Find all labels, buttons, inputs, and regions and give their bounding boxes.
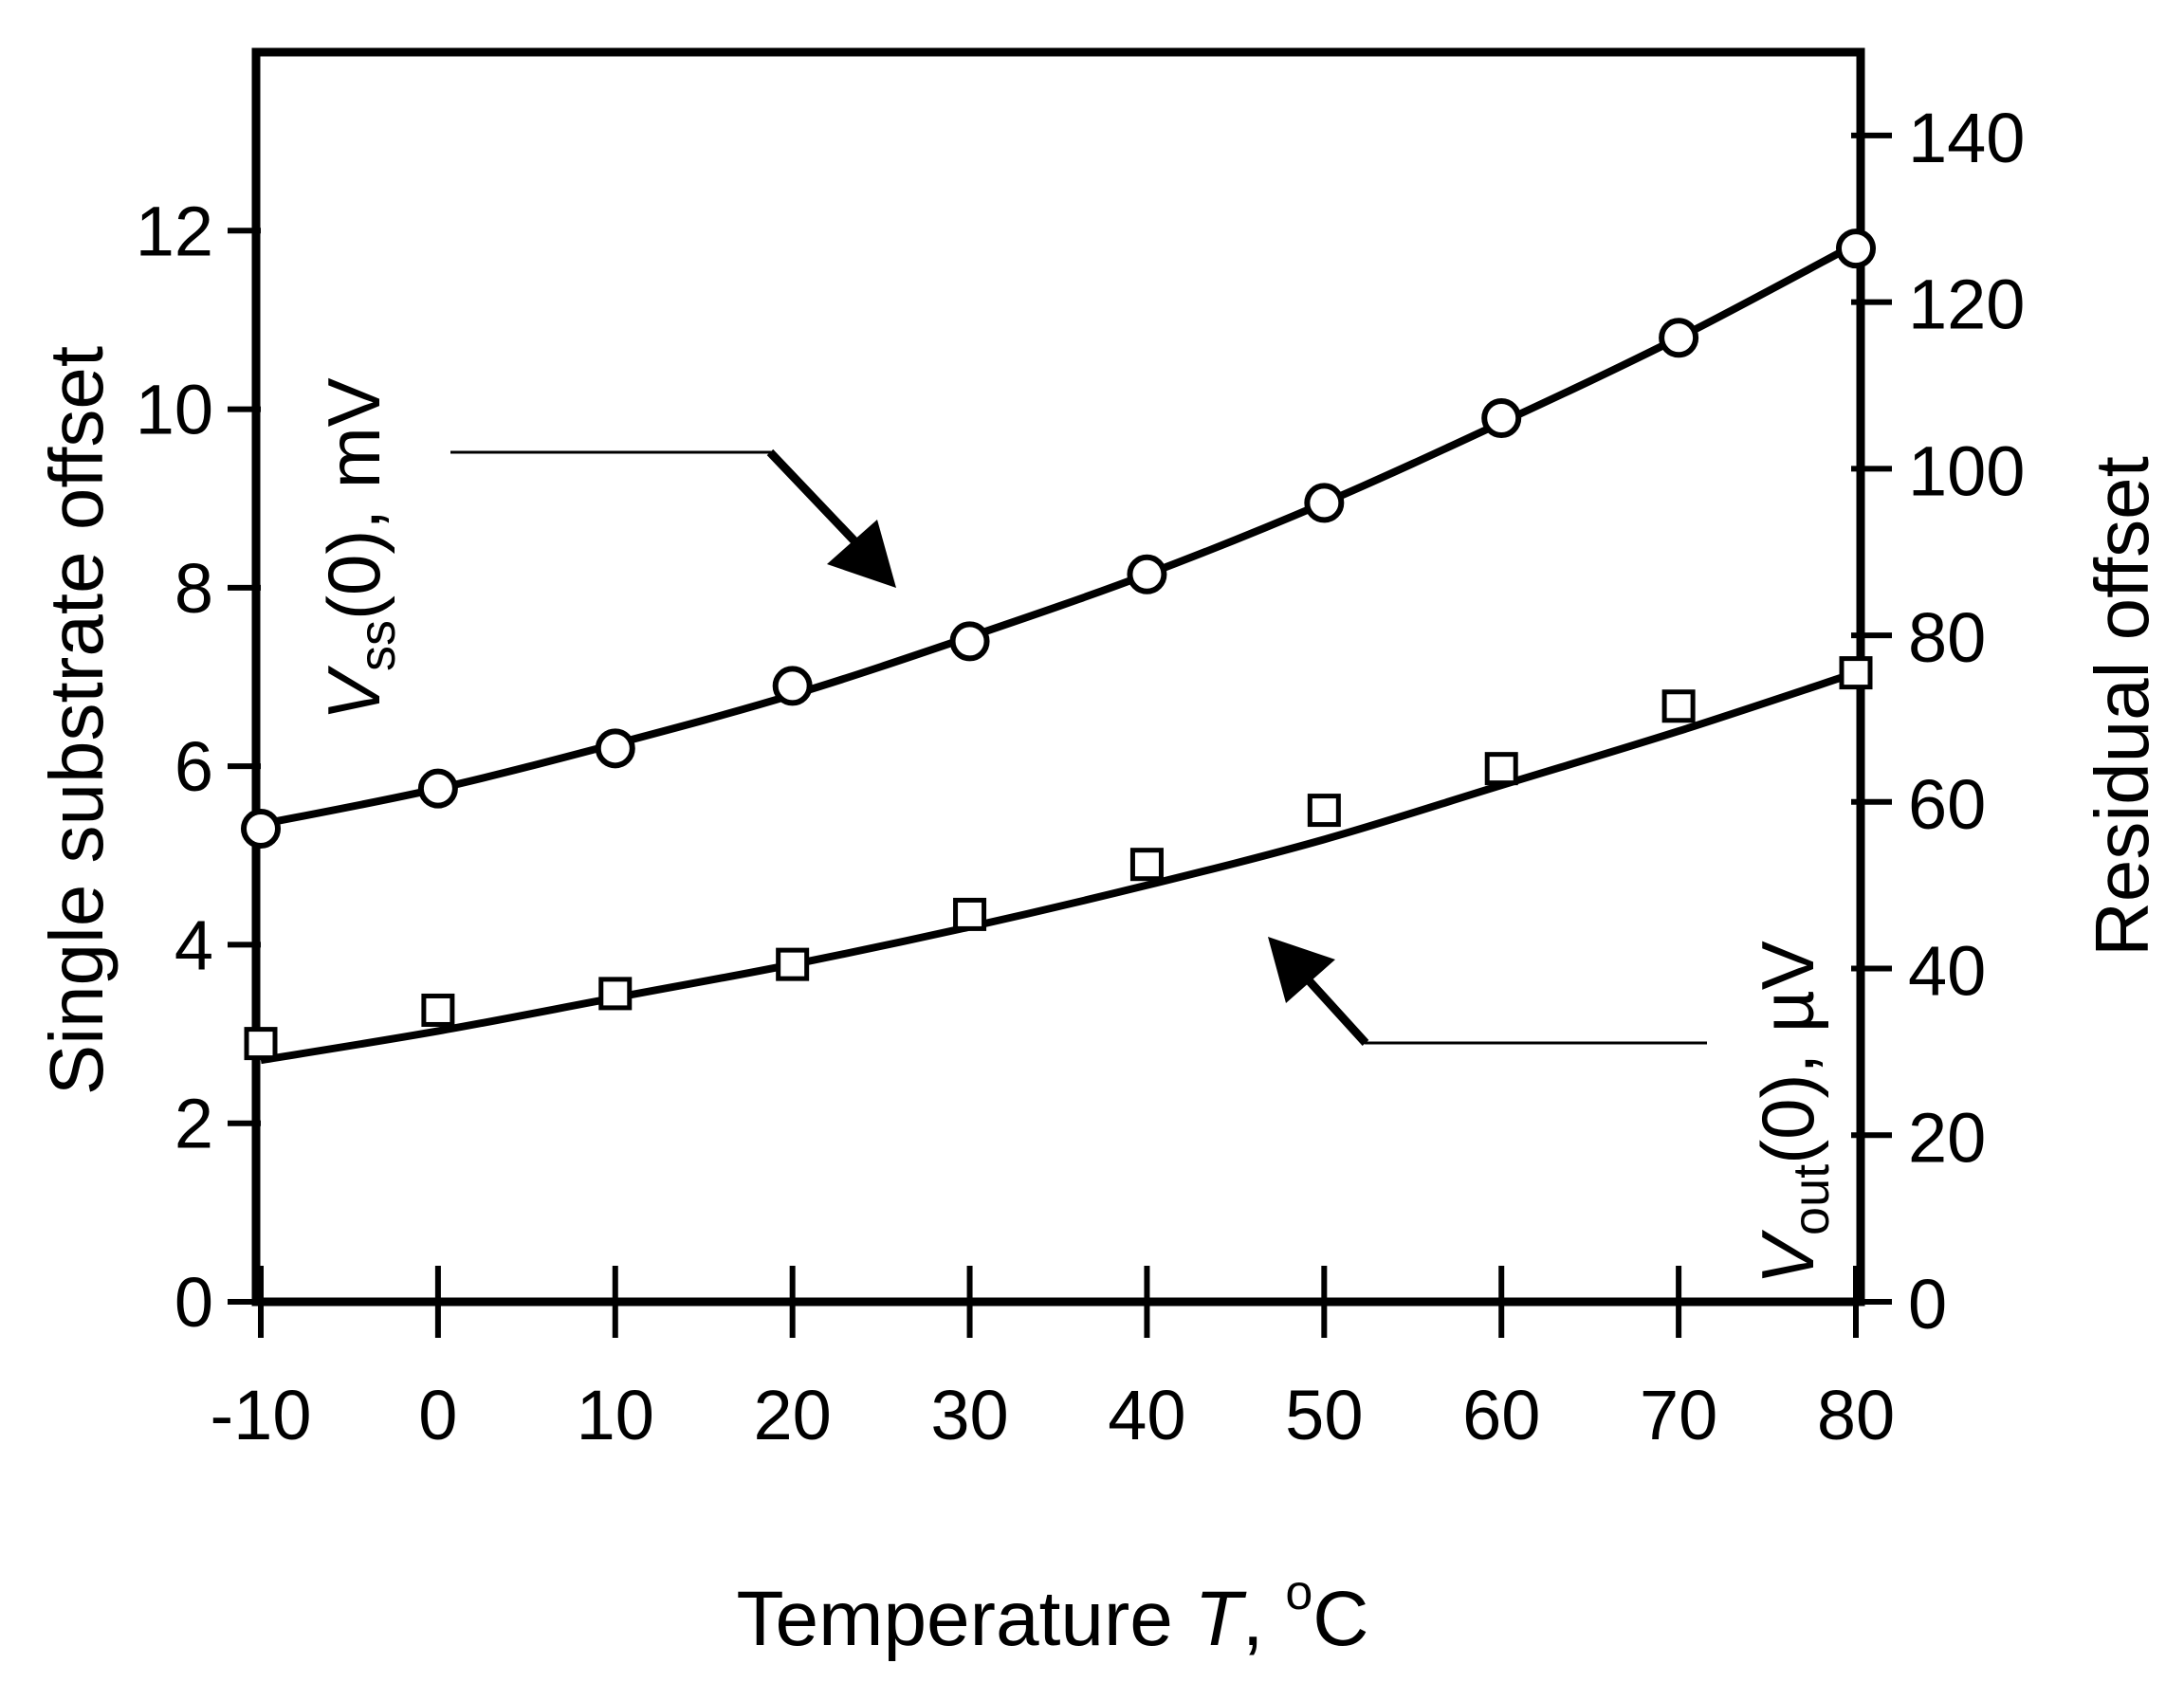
series-layer — [241, 229, 1876, 1065]
vss-pointer-arrowhead — [827, 520, 896, 588]
x-axis-label-prefix: Temperature — [737, 1576, 1195, 1662]
vss-label-rest: (0), mV — [312, 377, 395, 620]
x-tick-label: 0 — [418, 1376, 457, 1454]
vout-data-point — [1839, 656, 1873, 690]
vout-pointer-arrowhead — [1268, 937, 1335, 1003]
vss-label-sub: ss — [349, 620, 406, 671]
vout-label-sub: out — [1783, 1164, 1840, 1235]
right-y-tick-label: 60 — [1908, 765, 1986, 844]
x-tick-label: 60 — [1462, 1376, 1540, 1454]
right-y-axis: 0 20 40 60 80 100 120 140 — [1851, 99, 2025, 1344]
series-label-vss: Vss(0), mV — [312, 377, 406, 721]
vout-data-point — [421, 993, 455, 1027]
x-axis-label-unit: C — [1312, 1576, 1368, 1662]
vout-data-point — [1307, 794, 1341, 828]
right-y-tick-label: 140 — [1908, 99, 2025, 177]
x-tick-label: -10 — [211, 1376, 312, 1454]
right-y-tick-label: 100 — [1908, 431, 2025, 510]
left-y-tick-label: 4 — [174, 905, 213, 984]
x-axis-label-variable: T — [1195, 1576, 1247, 1662]
vss-data-point — [1127, 554, 1167, 594]
vss-pointer-shaft — [766, 448, 867, 554]
x-tick-label: 10 — [577, 1376, 654, 1454]
series-label-vout: Vout(0), µV — [1746, 941, 1840, 1285]
right-y-tick-label: 40 — [1908, 932, 1986, 1011]
vout-label-main: V — [1746, 1229, 1829, 1285]
vout-data-point — [244, 1027, 278, 1061]
vss-fit-line — [260, 240, 1858, 829]
x-tick-label: 20 — [754, 1376, 832, 1454]
vout-data-point — [776, 947, 810, 981]
y-axis-label-left: Single substrate offset — [34, 346, 119, 1095]
vss-data-point — [595, 728, 635, 769]
right-y-tick-label: 120 — [1908, 265, 2025, 344]
x-axis-label: Temperature T, oC — [737, 1565, 1369, 1662]
vss-data-point — [772, 666, 813, 706]
vout-fit-line — [260, 668, 1858, 1065]
left-y-tick-label: 6 — [174, 727, 213, 806]
left-y-axis: 0 2 4 6 8 10 12 — [136, 192, 261, 1342]
vout-pointer-line — [1274, 942, 1707, 1045]
vout-data-point — [1129, 848, 1164, 882]
vout-label-rest: (0), µV — [1746, 941, 1829, 1164]
right-y-tick-label: 0 — [1908, 1265, 1947, 1344]
vout-data-point — [1484, 752, 1518, 786]
vss-pointer — [450, 448, 896, 588]
x-tick-label: 50 — [1285, 1376, 1363, 1454]
y-axis-label-right: Residual offset — [2080, 456, 2164, 957]
left-y-tick-label: 12 — [136, 192, 213, 270]
x-tick-label: 70 — [1640, 1376, 1717, 1454]
vss-label-main: V — [312, 665, 395, 721]
vss-data-point — [949, 621, 990, 662]
vss-data-point — [417, 768, 458, 809]
x-axis-label-comma: , — [1242, 1576, 1286, 1662]
x-tick-label: 40 — [1108, 1376, 1185, 1454]
x-tick-label: 30 — [930, 1376, 1008, 1454]
vout-data-point — [1661, 689, 1696, 723]
vss-data-point — [1836, 229, 1876, 269]
vss-data-point — [1481, 397, 1522, 438]
left-y-tick-label: 2 — [174, 1085, 213, 1163]
right-y-tick-label: 80 — [1908, 598, 1986, 677]
vout-data-point — [598, 977, 633, 1011]
left-y-tick-label: 0 — [174, 1263, 213, 1342]
left-y-tick-label: 8 — [174, 549, 213, 628]
right-y-tick-label: 20 — [1908, 1098, 1986, 1177]
vout-data-point — [953, 897, 987, 931]
x-tick-label: 80 — [1817, 1376, 1895, 1454]
vss-data-point — [1659, 318, 1699, 358]
vss-data-point — [241, 809, 281, 850]
vss-data-point — [1304, 483, 1345, 523]
vout-pointer-shaft — [1295, 966, 1369, 1047]
plot-frame — [251, 47, 1865, 1307]
vout-pointer — [1268, 937, 1707, 1047]
left-y-tick-label: 10 — [136, 371, 213, 449]
x-axis-label-degree: o — [1285, 1565, 1312, 1620]
x-axis: -10 0 10 20 30 40 50 60 70 80 — [211, 1266, 1895, 1454]
